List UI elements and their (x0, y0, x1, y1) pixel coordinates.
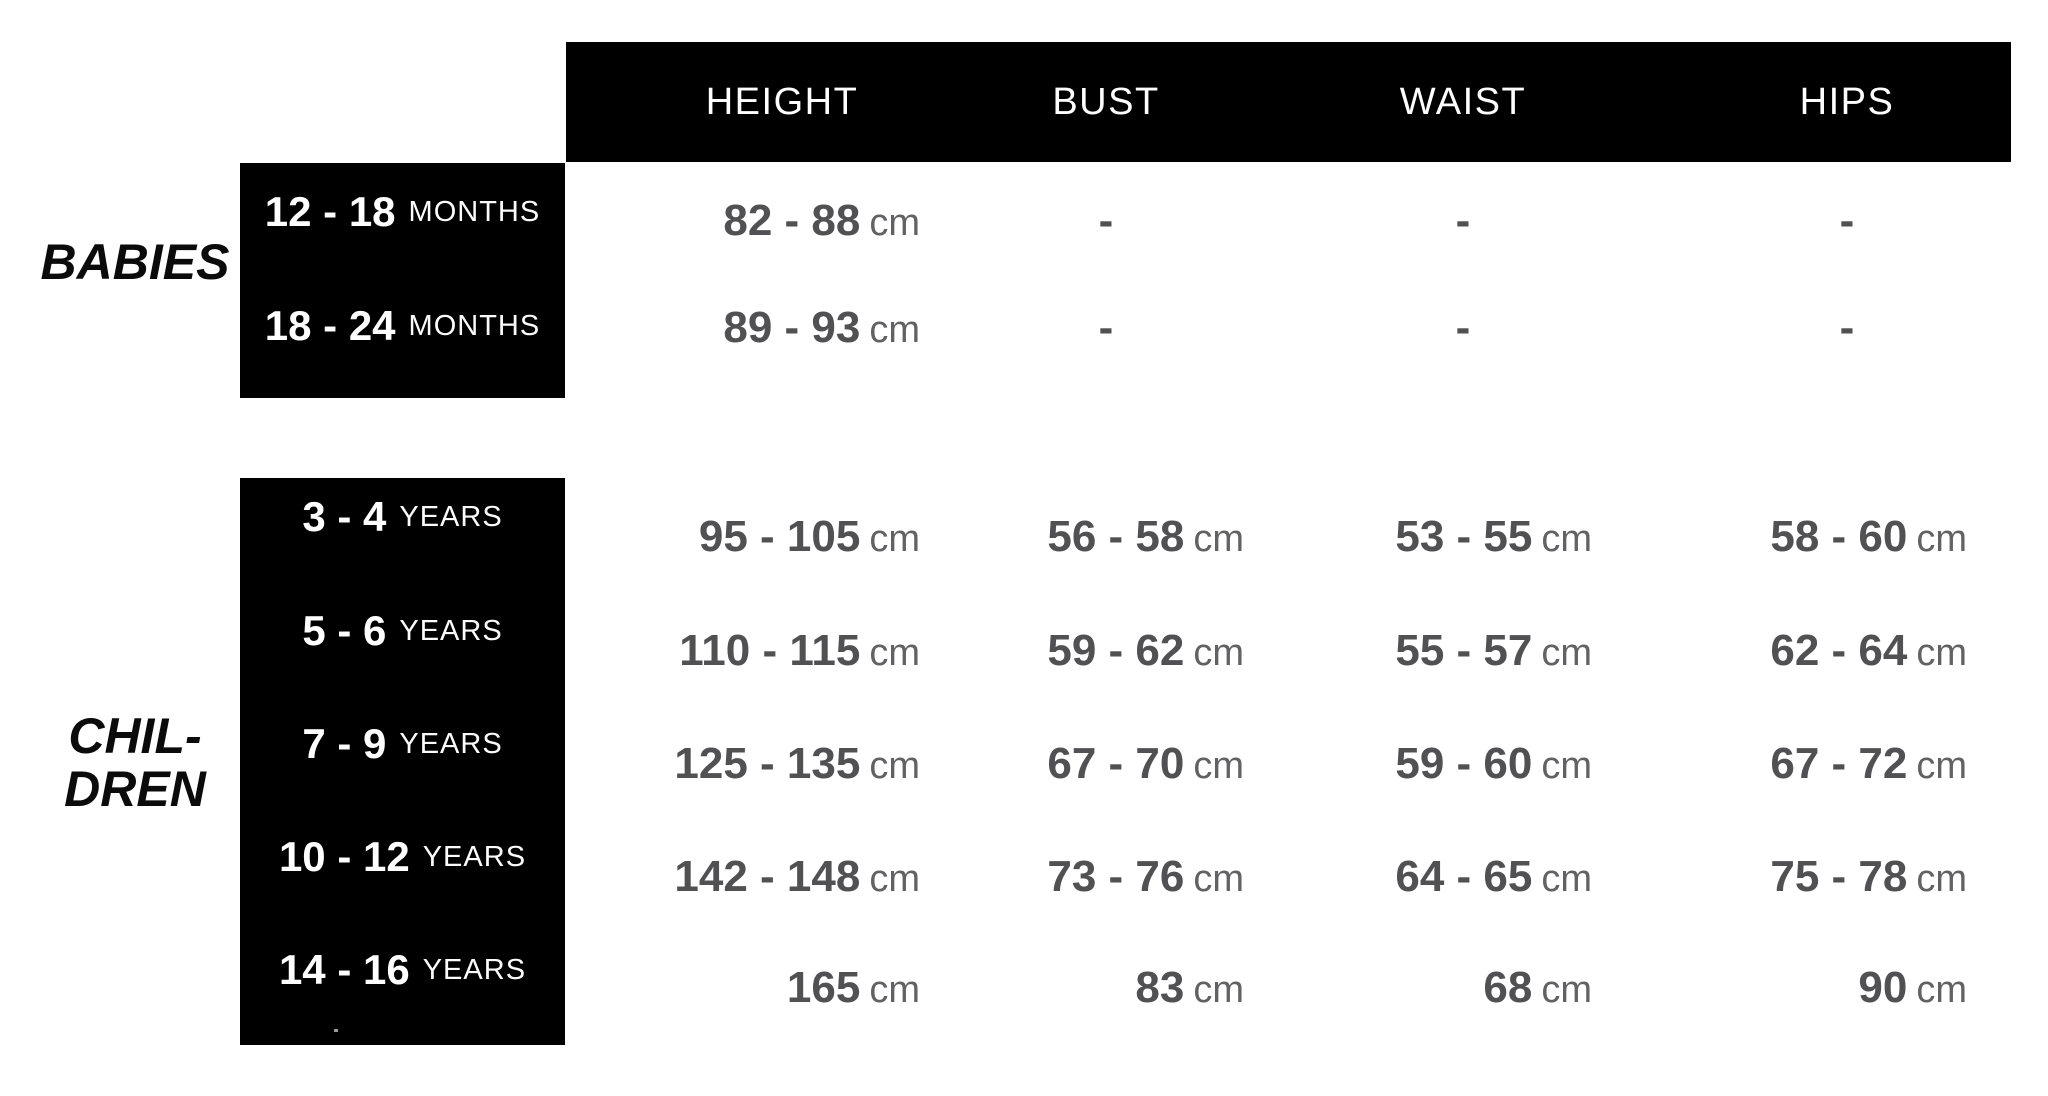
cell-hips: - (1839, 303, 1855, 352)
row-label-14-16-years: 14 - 16 YEARS (240, 940, 565, 1000)
row-unit: MONTHS (408, 195, 541, 228)
table-header: HEIGHT BUST WAIST HIPS (566, 42, 2011, 162)
cell-height: 165 cm (786, 963, 920, 1012)
cell-height: 89 - 93 cm (723, 303, 920, 352)
table-row-babies-12-18: 82 - 88 cm - - - (566, 191, 1985, 251)
cell-height: 82 - 88 cm (723, 196, 920, 245)
table-row-children-3-4: 95 - 105 cm 56 - 58 cm 53 - 55 cm 58 - 60 cm (566, 507, 1985, 567)
row-range: 12 - 18 (264, 188, 396, 235)
cell-bust: 59 - 62 cm (1047, 626, 1244, 675)
row-unit: YEARS (422, 840, 527, 873)
children-label-line2: DREN (64, 761, 206, 817)
dot-artifact (334, 1029, 338, 1032)
table-row-children-7-9: 125 - 135 cm 67 - 70 cm 59 - 60 cm 67 - 72 c… (566, 734, 1985, 794)
row-label-10-12-years: 10 - 12 YEARS (240, 827, 565, 887)
cell-hips: 62 - 64 cm (1770, 626, 1967, 675)
table-row-children-5-6: 110 - 115 cm 59 - 62 cm 55 - 57 cm 62 - 64 c… (566, 621, 1985, 681)
cell-hips: 75 - 78 cm (1770, 852, 1967, 901)
cell-waist: 53 - 55 cm (1395, 512, 1592, 561)
column-header-height: HEIGHT (705, 80, 859, 123)
cell-hips: 90 cm (1858, 963, 1967, 1012)
cell-waist: 68 cm (1483, 963, 1592, 1012)
table-row-children-10-12: 142 - 148 cm 73 - 76 cm 64 - 65 cm 75 - 78 c… (566, 847, 1985, 907)
cell-hips: 67 - 72 cm (1770, 739, 1967, 788)
row-unit: MONTHS (408, 309, 541, 342)
column-header-bust: BUST (1052, 80, 1160, 123)
row-unit: YEARS (399, 727, 503, 760)
table-row-babies-18-24: 89 - 93 cm - - - (566, 298, 1985, 358)
babies-labels-background (240, 163, 565, 398)
children-labels-background (240, 478, 565, 1045)
cell-bust: - (1098, 196, 1114, 245)
cell-waist: - (1455, 303, 1471, 352)
row-label-18-24-months: 18 - 24 MONTHS (240, 296, 565, 356)
cell-height: 95 - 105 cm (698, 512, 920, 561)
column-header-hips: HIPS (1799, 80, 1895, 123)
cell-waist: 59 - 60 cm (1395, 739, 1592, 788)
row-range: 3 - 4 (302, 493, 387, 540)
cell-hips: - (1839, 196, 1855, 245)
cell-hips: 58 - 60 cm (1770, 512, 1967, 561)
cell-height: 110 - 115 cm (679, 626, 920, 675)
section-label-children: CHIL- DREN (10, 710, 260, 816)
cell-waist: 64 - 65 cm (1395, 852, 1592, 901)
section-label-babies: BABIES (40, 234, 230, 290)
row-unit: YEARS (399, 614, 503, 647)
cell-waist: 55 - 57 cm (1395, 626, 1592, 675)
cell-bust: 73 - 76 cm (1047, 852, 1244, 901)
cell-bust: - (1098, 303, 1114, 352)
row-label-3-4-years: 3 - 4 YEARS (240, 487, 565, 547)
column-header-waist: WAIST (1399, 80, 1527, 123)
row-range: 10 - 12 (278, 833, 410, 880)
row-label-7-9-years: 7 - 9 YEARS (240, 714, 565, 774)
row-range: 18 - 24 (264, 302, 396, 349)
row-label-5-6-years: 5 - 6 YEARS (240, 601, 565, 661)
row-range: 14 - 16 (278, 946, 410, 993)
table-row-children-14-16: 165 cm 83 cm 68 cm 90 cm (566, 958, 1985, 1018)
cell-height: 142 - 148 cm (674, 852, 920, 901)
cell-waist: - (1455, 196, 1471, 245)
cell-bust: 67 - 70 cm (1047, 739, 1244, 788)
row-unit: YEARS (422, 953, 527, 986)
cell-height: 125 - 135 cm (674, 739, 920, 788)
cell-bust: 56 - 58 cm (1047, 512, 1244, 561)
row-range: 7 - 9 (302, 720, 387, 767)
cell-bust: 83 cm (1135, 963, 1244, 1012)
children-label-line1: CHIL- (68, 708, 202, 764)
row-unit: YEARS (399, 500, 503, 533)
row-range: 5 - 6 (302, 607, 387, 654)
row-label-12-18-months: 12 - 18 MONTHS (240, 182, 565, 242)
